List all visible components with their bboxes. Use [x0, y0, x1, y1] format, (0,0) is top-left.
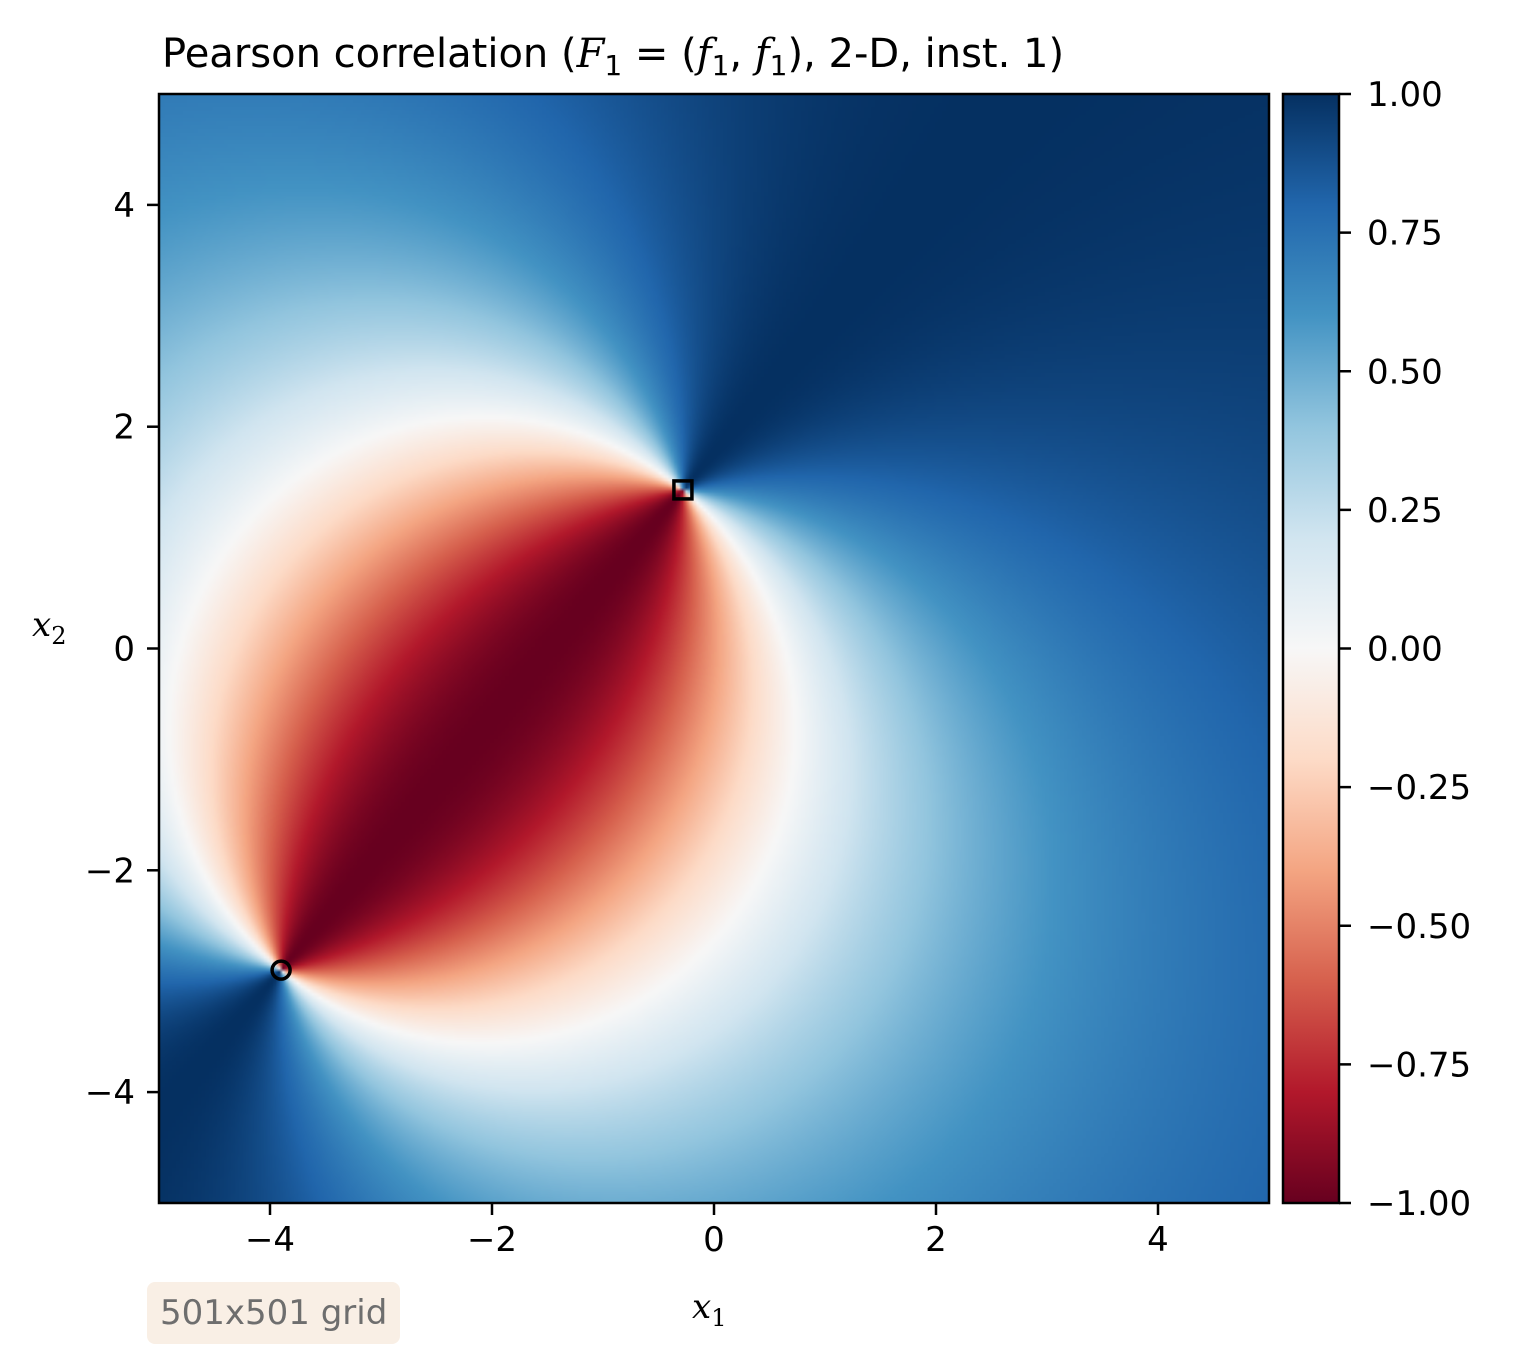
colorbar-tick-label: 0.75 — [1367, 214, 1443, 254]
x-tick-label: 0 — [703, 1220, 725, 1260]
colorbar-ticks: 1.00 0.75 0.50 0.25 0.00 −0.25 −0.50 −0.75 −1.00 — [1339, 75, 1471, 1224]
y-tick-label: −2 — [85, 851, 135, 891]
x-tick-label: −4 — [245, 1220, 295, 1260]
marker-square — [672, 479, 694, 501]
chart-title: Pearson correlation (F1 = (f1, f1), 2-D,… — [162, 31, 1064, 82]
colorbar-tick-label: 0.50 — [1367, 352, 1443, 392]
y-tick-label: 0 — [113, 630, 135, 670]
colorbar-tick-label: 0.25 — [1367, 491, 1443, 531]
colorbar — [1281, 92, 1341, 1205]
markers — [270, 479, 694, 981]
correlation-heatmap — [159, 94, 1269, 1203]
x-tick-label: −2 — [467, 1220, 517, 1260]
colorbar-tick-label: −0.75 — [1367, 1045, 1471, 1085]
colorbar-tick-label: −1.00 — [1367, 1184, 1471, 1224]
colorbar-tick-label: −0.25 — [1367, 768, 1471, 808]
marker-circle — [270, 959, 292, 981]
y-axis-label: x2 — [32, 605, 66, 650]
colorbar-tick-label: 1.00 — [1367, 75, 1443, 115]
y-tick-label: 2 — [113, 408, 135, 448]
x-axis-ticks: −4 −2 0 2 4 — [245, 1203, 1169, 1260]
grid-size-annotation: 501x501 grid — [147, 1282, 401, 1344]
y-tick-label: −4 — [85, 1073, 135, 1113]
x-tick-label: 2 — [925, 1220, 947, 1260]
x-tick-label: 4 — [1147, 1220, 1169, 1260]
x-axis-label: x1 — [692, 1287, 726, 1332]
y-tick-label: 4 — [113, 186, 135, 226]
colorbar-tick-label: 0.00 — [1367, 630, 1443, 670]
y-axis-ticks: −4 −2 0 2 4 — [85, 186, 159, 1113]
colorbar-tick-label: −0.50 — [1367, 907, 1471, 947]
